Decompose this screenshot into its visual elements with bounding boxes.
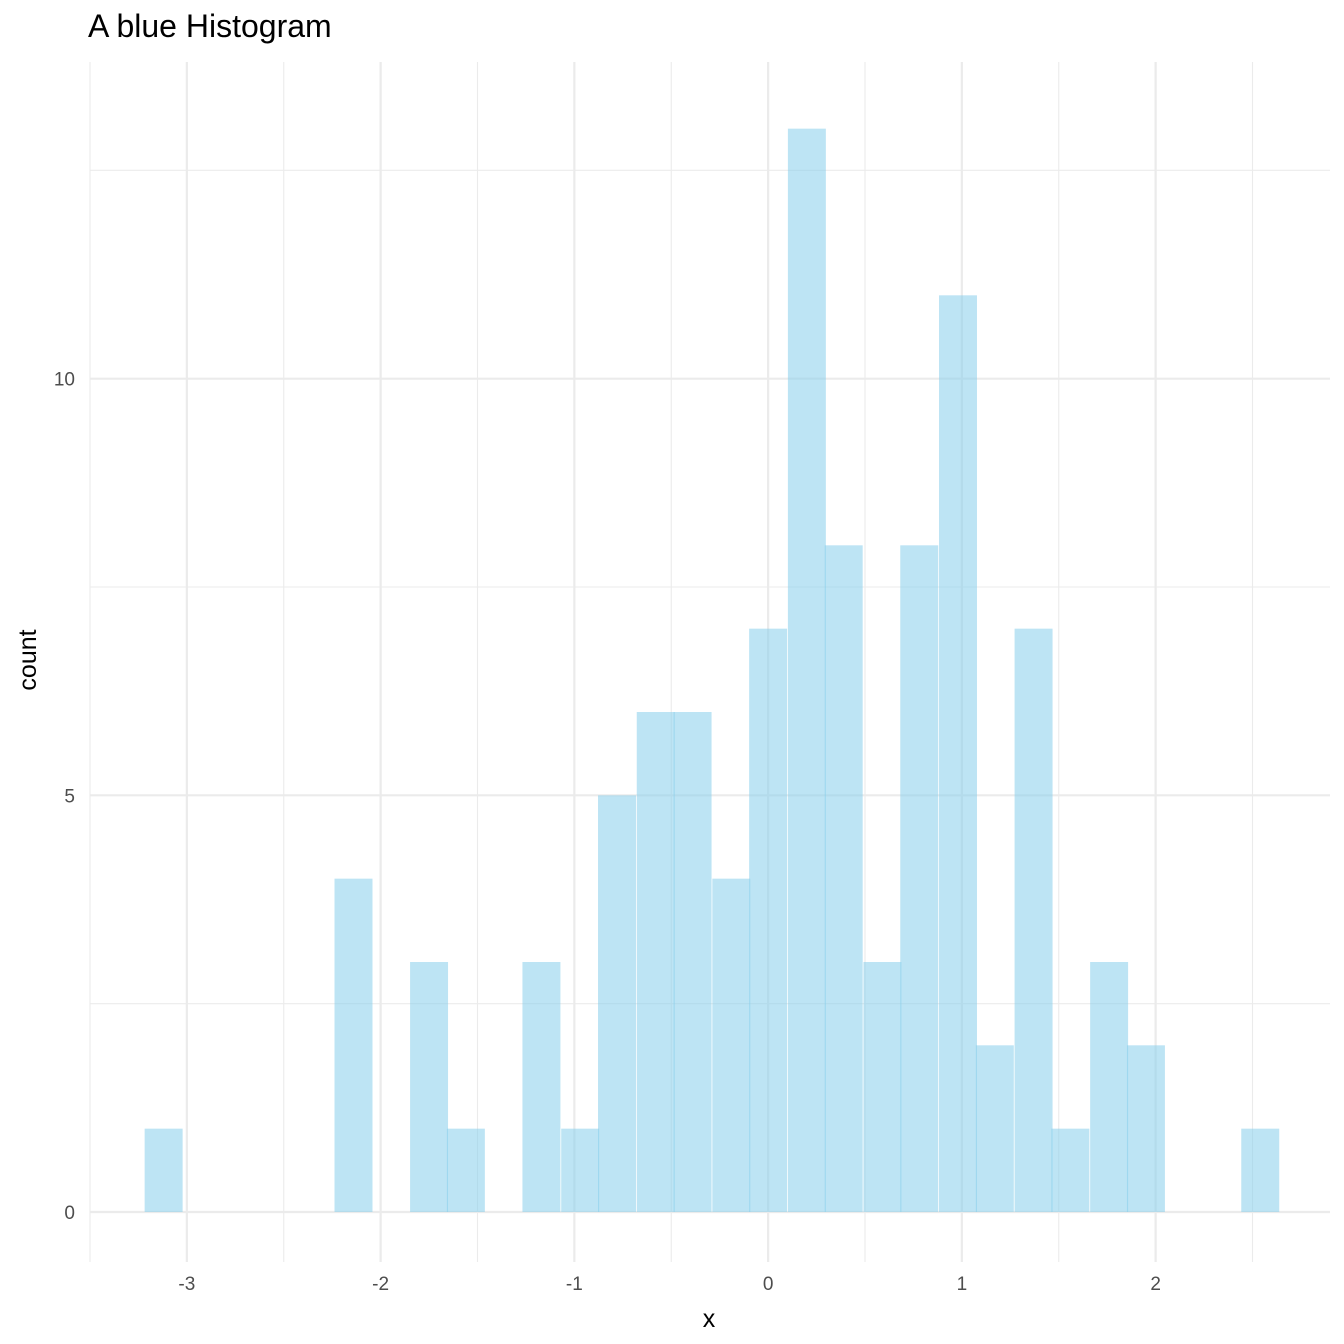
x-tick-label: -3 [178,1274,195,1295]
histogram-bar [636,712,675,1212]
x-tick-label: -1 [566,1274,583,1295]
y-tick-label: 0 [64,1203,75,1224]
histogram-bar [334,878,373,1212]
histogram-bar [712,878,751,1212]
histogram-bar [1090,962,1129,1212]
grid-minor-lines [89,62,1330,1262]
histogram-bar [598,795,636,1212]
histogram-bar [410,962,449,1212]
histogram-bar [863,962,902,1212]
histogram-bar [939,295,977,1212]
x-tick-label: 2 [1150,1274,1161,1295]
y-axis-tick-labels: 0 5 10 [54,370,75,1224]
x-axis-title: x [703,1305,716,1333]
y-tick-label: 5 [64,786,75,807]
histogram-bar [900,545,939,1212]
histogram-bar [1051,1128,1090,1212]
histogram-bar [673,712,712,1212]
histogram-bar [749,628,788,1212]
y-axis-title: count [14,629,42,690]
histogram-bar [1241,1128,1280,1212]
histogram-bar [446,1128,485,1212]
histogram-bars [144,128,1280,1213]
x-tick-label: 1 [957,1274,968,1295]
histogram-bar [975,1045,1014,1212]
histogram-bar [824,545,863,1212]
chart-title: A blue Histogram [88,8,332,44]
x-tick-label: 0 [763,1274,774,1295]
histogram-bar [144,1128,183,1212]
x-axis-tick-labels: -3 -2 -1 0 1 2 [178,1274,1160,1295]
histogram-bar [787,128,826,1213]
y-tick-label: 10 [54,370,75,391]
histogram-bar [1126,1045,1165,1212]
histogram-bar [561,1128,600,1212]
histogram-bar [1014,628,1053,1212]
histogram-bar [522,962,561,1212]
x-tick-label: -2 [372,1274,389,1295]
